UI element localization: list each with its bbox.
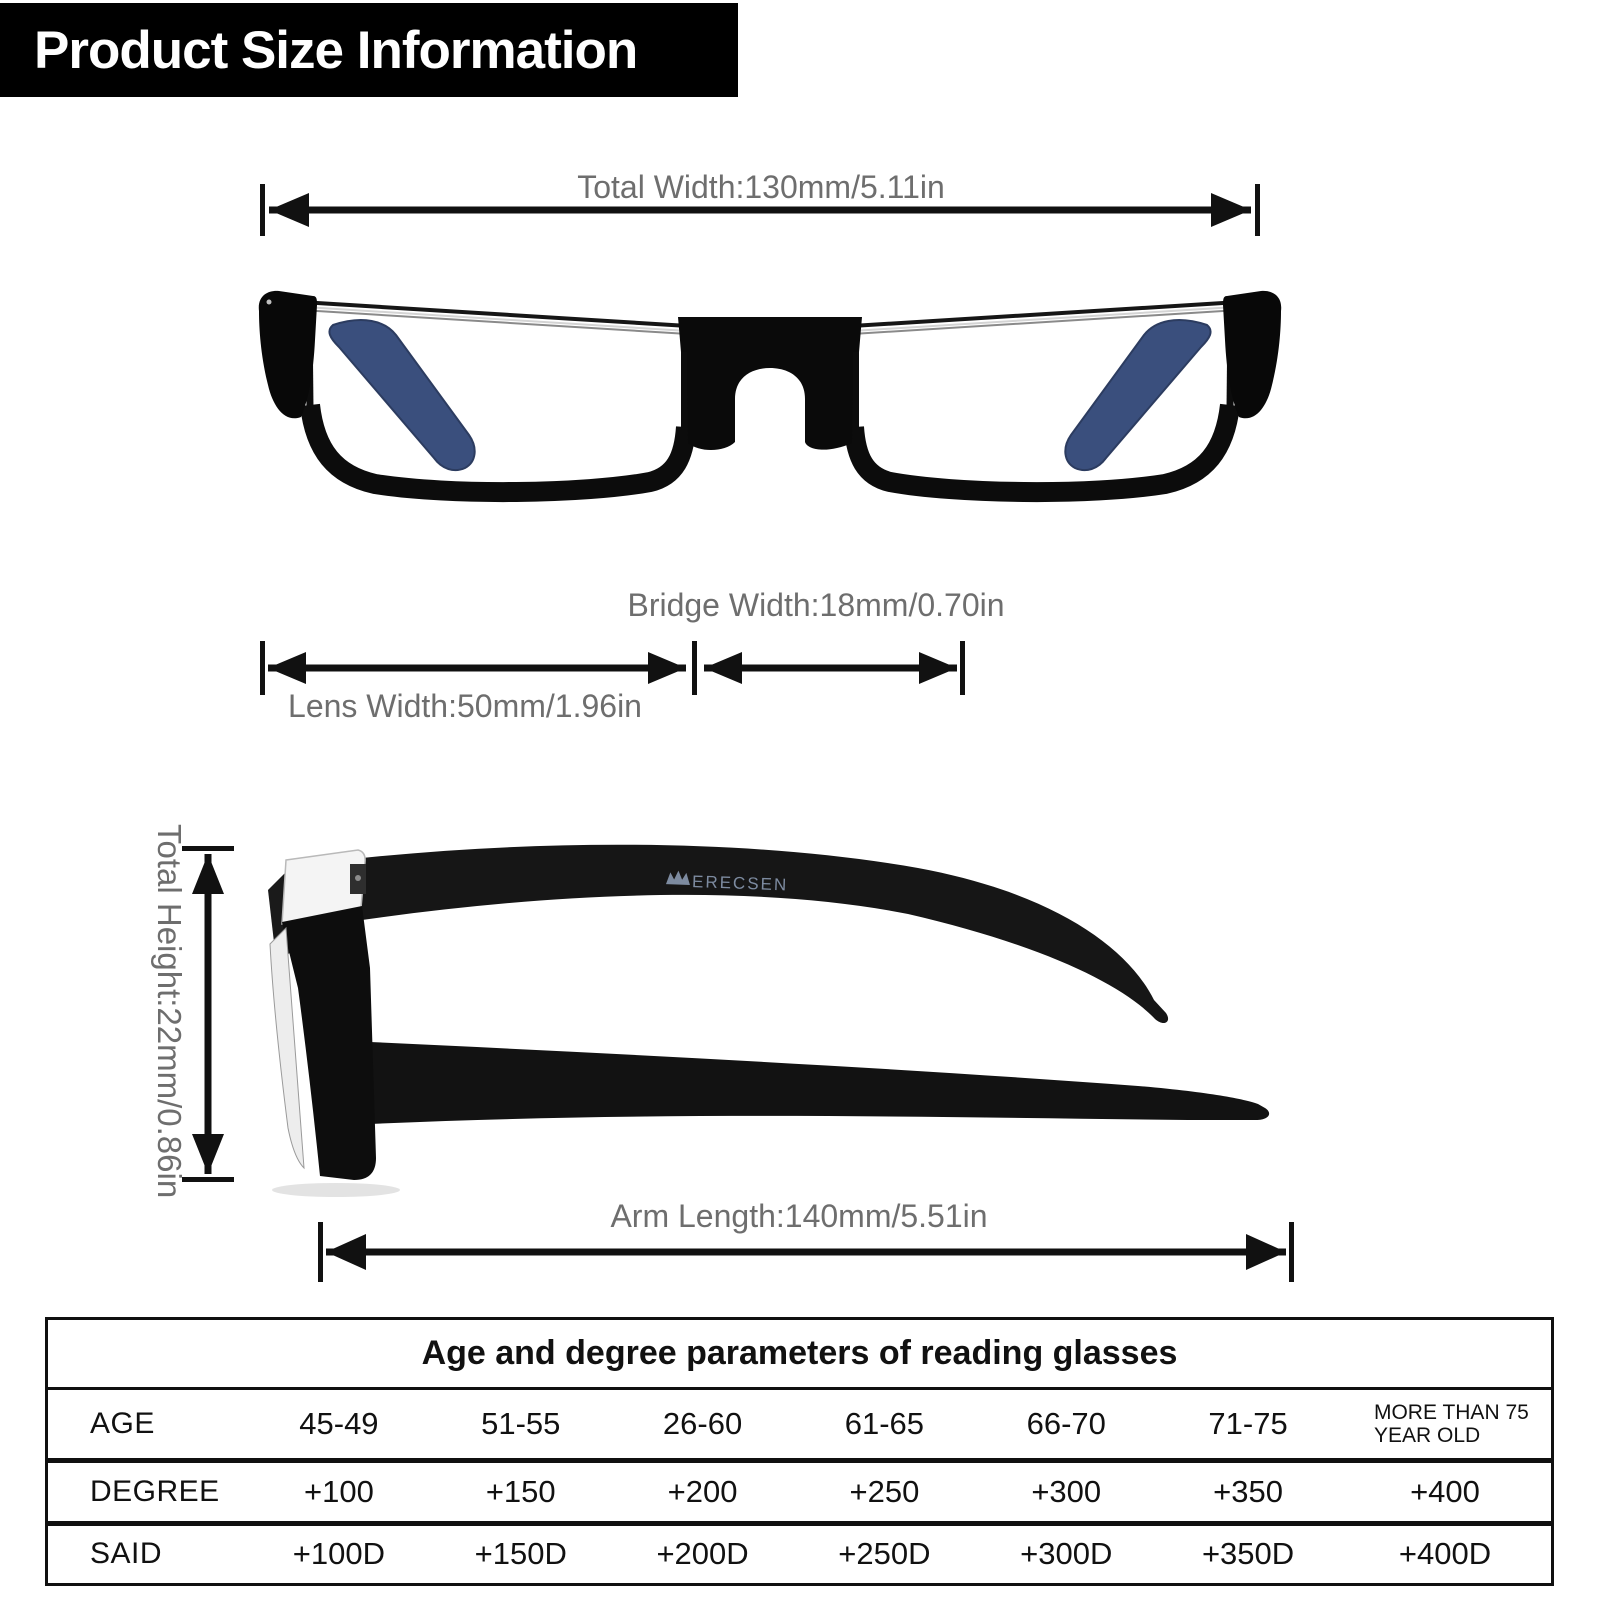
table-cell: 71-75 [1208, 1406, 1288, 1442]
table-title: Age and degree parameters of reading gla… [48, 1320, 1551, 1390]
shadow [272, 1183, 400, 1197]
total-height-arrow [182, 846, 234, 1182]
table-cell: +400 [1410, 1474, 1480, 1510]
age-degree-table: Age and degree parameters of reading gla… [45, 1317, 1554, 1586]
row-label: SAID [90, 1537, 163, 1571]
total-width-label: Total Width:130mm/5.11in [577, 169, 945, 205]
upper-temple-arm [362, 844, 1169, 1024]
table-cell: +350D [1201, 1536, 1295, 1572]
table-cell: 45-49 [299, 1406, 379, 1442]
brand-text: ERECSEN [692, 872, 789, 894]
bridge-width-arrow [704, 652, 957, 684]
table-cell: +400D [1398, 1536, 1492, 1572]
table-cell: +250D [838, 1536, 931, 1572]
table-cell: +100 [304, 1474, 374, 1510]
table-cell: 51-55 [481, 1406, 561, 1442]
arm-length-label: Arm Length:140mm/5.51in [610, 1198, 988, 1234]
arm-length-arrow [318, 1222, 1294, 1282]
lens-edge [269, 926, 305, 1170]
front-right-half [844, 290, 1282, 503]
table-cell: +300D [1020, 1536, 1113, 1572]
total-width-arrow [260, 184, 1260, 236]
table-cell: +200 [667, 1474, 738, 1510]
row-label: DEGREE [90, 1475, 220, 1509]
front-frame-slab [282, 906, 376, 1180]
lower-temple-arm [370, 1042, 1270, 1124]
table-row-age: AGE 45-49 51-55 26-60 61-65 66-70 71-75 … [48, 1390, 1551, 1464]
lens-width-label: Lens Width:50mm/1.96in [288, 688, 642, 724]
table-cell: 66-70 [1026, 1406, 1106, 1442]
glasses-front-view-image [258, 290, 1282, 503]
lens-width-arrow [268, 652, 686, 684]
table-cell: +250 [849, 1474, 920, 1510]
table-row-said: SAID +100D +150D +200D +250D +300D +350D… [48, 1526, 1551, 1583]
table-cell: +100D [292, 1536, 386, 1572]
table-cell: +150D [474, 1536, 567, 1572]
total-height-label: Total Height:22mm/0.86in [151, 824, 188, 1199]
front-left-half [258, 290, 696, 503]
bridge-width-label: Bridge Width:18mm/0.70in [627, 587, 1005, 623]
table-cell: +300 [1031, 1474, 1102, 1510]
table-cell: 61-65 [844, 1406, 925, 1442]
table-cell: +150 [485, 1474, 556, 1510]
brand-logo: ERECSEN [665, 870, 789, 894]
row-label: AGE [90, 1407, 155, 1441]
table-row-degree: DEGREE +100 +150 +200 +250 +300 +350 +40… [48, 1463, 1551, 1526]
page-title: Product Size Information [34, 20, 638, 80]
table-cell: +200D [656, 1536, 749, 1572]
bridge [678, 317, 862, 451]
table-cell: MORE THAN 75 YEAR OLD [1373, 1400, 1529, 1448]
lens-and-bridge-width-arrows [260, 641, 965, 695]
table-cell: +350 [1213, 1474, 1283, 1510]
title-banner: Product Size Information [0, 3, 738, 97]
glasses-side-view-image: ERECSEN [268, 844, 1270, 1197]
table-cell: 26-60 [662, 1406, 743, 1442]
